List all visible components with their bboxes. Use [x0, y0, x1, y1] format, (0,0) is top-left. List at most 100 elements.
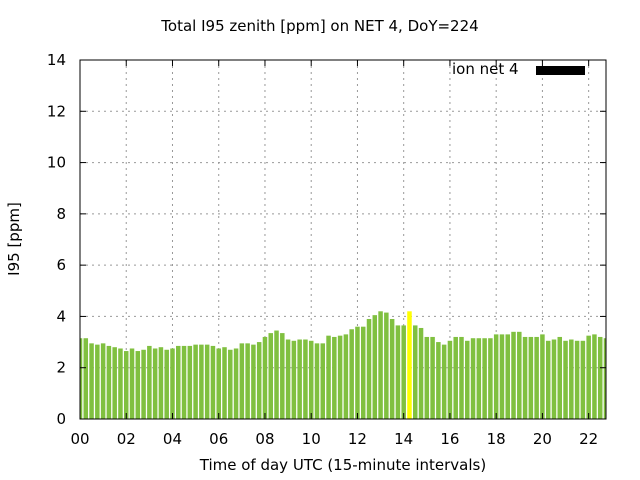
bar	[499, 334, 505, 419]
bar	[233, 348, 239, 419]
x-tick-label: 18	[487, 430, 506, 448]
bar	[337, 335, 343, 419]
y-tick-label: 2	[56, 359, 66, 377]
plot-frame	[79, 59, 607, 420]
bar	[314, 343, 320, 419]
bar	[482, 338, 487, 419]
bar	[395, 325, 401, 419]
bar	[83, 338, 89, 419]
bar	[511, 331, 516, 419]
bar	[465, 340, 470, 419]
bar	[256, 342, 262, 419]
y-tick-label: 10	[47, 154, 66, 172]
bar	[147, 345, 152, 419]
bar	[384, 312, 389, 419]
bar	[349, 329, 354, 419]
bar	[343, 334, 349, 419]
x-tick-label: 10	[302, 430, 321, 448]
bar	[262, 336, 268, 419]
bar	[360, 326, 366, 419]
bar	[170, 348, 175, 419]
x-tick-label: 04	[163, 430, 182, 448]
bar	[204, 344, 210, 419]
bar	[470, 338, 476, 419]
bar	[274, 330, 279, 419]
bar	[580, 340, 586, 419]
bar	[89, 343, 94, 419]
bar	[106, 345, 112, 419]
bar	[597, 336, 603, 419]
bar	[297, 339, 302, 419]
x-axis-label: Time of day UTC (15-minute intervals)	[199, 456, 487, 474]
bar	[135, 351, 141, 419]
bar	[586, 335, 591, 419]
bar	[303, 339, 308, 419]
bar	[332, 336, 337, 419]
bar	[401, 325, 406, 419]
bar	[372, 315, 378, 419]
bar	[164, 349, 169, 419]
bar	[176, 345, 181, 419]
x-tick-label: 00	[70, 430, 89, 448]
bar	[199, 344, 204, 419]
bar	[424, 336, 430, 419]
chart-title: Total I95 zenith [ppm] on NET 4, DoY=224	[161, 17, 479, 35]
bar	[378, 311, 383, 419]
bar	[181, 345, 187, 419]
bar	[517, 331, 522, 419]
x-tick-label: 12	[348, 430, 367, 448]
y-tick-label: 4	[56, 307, 66, 325]
bar	[95, 344, 100, 419]
bar	[441, 344, 447, 419]
y-tick-label: 12	[47, 102, 66, 120]
bar	[540, 334, 545, 419]
bar	[522, 336, 528, 419]
bar	[534, 336, 539, 419]
bar	[291, 340, 297, 419]
bar	[285, 339, 291, 419]
bar	[569, 339, 574, 419]
x-tick-label: 06	[209, 430, 228, 448]
y-tick-label: 6	[56, 256, 66, 274]
bar	[129, 348, 135, 419]
bar	[418, 327, 424, 419]
bar	[222, 347, 227, 419]
bar	[488, 338, 493, 419]
bar	[123, 351, 129, 419]
bar	[592, 334, 597, 419]
y-axis-label: I95 [ppm]	[5, 202, 23, 276]
bar	[239, 343, 245, 419]
x-tick-label: 02	[117, 430, 136, 448]
bar-highlighted	[407, 311, 412, 419]
bar	[389, 318, 395, 419]
bar	[505, 334, 510, 419]
bar	[563, 340, 568, 419]
bar	[210, 345, 216, 419]
bar	[366, 318, 372, 419]
bar	[268, 333, 274, 419]
bar	[493, 334, 499, 419]
bar	[245, 343, 250, 419]
legend-swatch	[536, 66, 585, 75]
bar	[551, 339, 557, 419]
bar	[453, 336, 458, 419]
bar	[112, 347, 117, 419]
bar	[118, 348, 123, 419]
x-tick-label: 16	[440, 430, 459, 448]
bar	[152, 348, 158, 419]
bar	[141, 349, 146, 419]
bar	[251, 344, 256, 419]
bar	[528, 336, 534, 419]
bar	[228, 349, 233, 419]
bar	[476, 338, 482, 419]
bar	[355, 326, 360, 419]
bar	[216, 348, 221, 419]
bar	[320, 343, 326, 419]
bar	[412, 325, 418, 419]
legend-label: ion net 4	[452, 60, 519, 78]
bar	[80, 338, 83, 419]
bar	[430, 336, 435, 419]
y-tick-label: 14	[47, 51, 66, 69]
y-tick-label: 8	[56, 205, 66, 223]
